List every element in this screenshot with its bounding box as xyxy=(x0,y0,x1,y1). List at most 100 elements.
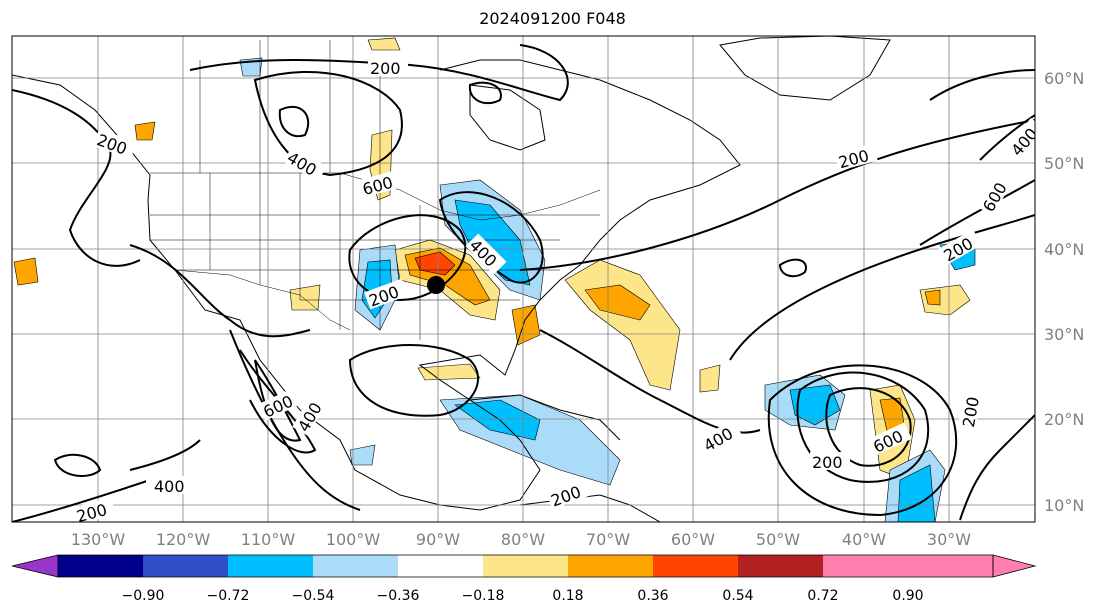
colorbar-swatch xyxy=(483,555,568,577)
coastlines xyxy=(12,36,891,522)
greenland-coastline xyxy=(719,36,891,101)
contour-label: 200 xyxy=(75,500,109,526)
hudson-bay xyxy=(469,84,546,151)
colorbar-outline xyxy=(57,554,994,578)
colorbar-tick: −0.36 xyxy=(377,588,420,604)
contour-200-east xyxy=(519,119,1035,271)
colorbar: −0.90 −0.72 −0.54 −0.36 −0.18 0.18 0.36 … xyxy=(11,554,1037,604)
fill-east-positive-core xyxy=(924,289,941,306)
colorbar-tick: 0.72 xyxy=(807,588,838,604)
colorbar-tick: 0.36 xyxy=(637,588,668,604)
contour-400-hurricane xyxy=(796,371,930,483)
contour-200-east-low xyxy=(959,414,1035,521)
colorbar-tick: 0.90 xyxy=(892,588,923,604)
contour-label: 200 xyxy=(812,453,843,472)
colorbar-tick: −0.72 xyxy=(207,588,250,604)
contour-400-mexico xyxy=(239,349,317,454)
colorbar-swatch xyxy=(313,555,398,577)
fill-westcoast-positive xyxy=(13,257,39,286)
colorbar-swatch xyxy=(58,555,143,577)
lat-label: 40°N xyxy=(1044,240,1084,259)
contour-200-atlantic xyxy=(729,214,1035,361)
south-america-coastline xyxy=(519,494,661,522)
lon-label: 60°W xyxy=(671,530,715,549)
lat-label: 20°N xyxy=(1044,410,1084,429)
fill-small-positive-2 xyxy=(134,121,156,141)
colorbar-tick: −0.18 xyxy=(462,588,505,604)
contour-200-hurricane xyxy=(767,364,958,517)
longitude-labels: 130°W 120°W 110°W 100°W 90°W 80°W 70°W 6… xyxy=(71,530,971,549)
contour-200-west xyxy=(129,244,311,338)
colorbar-swatch xyxy=(823,555,908,577)
colorbar-low-extension xyxy=(11,554,59,578)
fill-small-positive xyxy=(699,364,721,393)
fill-mid-atlantic-negative-core xyxy=(789,384,841,426)
location-marker xyxy=(427,276,445,294)
colorbar-swatch xyxy=(228,555,313,577)
political-borders xyxy=(150,40,601,340)
contour-200-pacific xyxy=(12,89,141,267)
colorbar-swatch xyxy=(908,555,993,577)
colorbar-swatch xyxy=(568,555,653,577)
colorbar-tick: 0.18 xyxy=(552,588,583,604)
contour-loop-south xyxy=(53,453,102,477)
contour-600-hurricane xyxy=(825,387,912,467)
lon-label: 90°W xyxy=(416,530,460,549)
colorbar-tick: −0.54 xyxy=(292,588,335,604)
fill-north-positive xyxy=(367,37,401,51)
us-canada-border xyxy=(150,172,601,221)
colorbar-swatch xyxy=(738,555,823,577)
map-title: 2024091200 F048 xyxy=(479,9,626,28)
fill-florida-positive xyxy=(511,304,541,346)
map-frame xyxy=(11,35,1036,523)
contour-label: 200 xyxy=(370,59,401,78)
colorbar-tick: 0.54 xyxy=(722,588,753,604)
lon-label: 120°W xyxy=(156,530,211,549)
colorbar-tick: −0.90 xyxy=(122,588,165,604)
lat-label: 60°N xyxy=(1044,69,1084,88)
contour-label: 400 xyxy=(154,477,185,496)
contour-400-south xyxy=(129,439,201,471)
lon-label: 130°W xyxy=(71,530,126,549)
contour-small-loop-1 xyxy=(278,105,310,138)
contour-loop-north xyxy=(468,81,502,105)
fill-atlantic-positive-core xyxy=(584,284,651,321)
latitude-labels: 60°N 50°N 40°N 30°N 20°N 10°N xyxy=(1044,69,1084,515)
us-mexico-border xyxy=(174,269,351,331)
lon-label: 70°W xyxy=(586,530,630,549)
colorbar-swatch xyxy=(653,555,738,577)
fill-gulf-positive xyxy=(417,363,481,381)
contour-600-atlantic xyxy=(919,179,1035,246)
lon-label: 30°W xyxy=(927,530,971,549)
caribbean-islands xyxy=(469,394,621,441)
state-lines-2 xyxy=(150,214,600,301)
contour-400-canada xyxy=(253,71,403,177)
lon-label: 110°W xyxy=(241,530,296,549)
lon-label: 40°W xyxy=(842,530,886,549)
contour-200-far-east xyxy=(929,69,1035,101)
lon-label: 80°W xyxy=(501,530,545,549)
lat-label: 30°N xyxy=(1044,325,1084,344)
contour-loop-east xyxy=(778,258,807,278)
contour-200-south xyxy=(12,479,151,522)
lat-label: 50°N xyxy=(1044,154,1084,173)
contour-200-central xyxy=(348,214,467,302)
state-lines-1 xyxy=(209,173,421,340)
contour-lines xyxy=(12,44,1035,522)
lon-label: 50°W xyxy=(756,530,800,549)
colorbar-swatch xyxy=(143,555,228,577)
north-america-coastline xyxy=(12,59,741,511)
fill-east-atlantic-negative-core xyxy=(897,464,936,522)
canada-provinces xyxy=(199,40,381,190)
lon-label: 100°W xyxy=(326,530,381,549)
contour-400-central xyxy=(438,191,544,284)
colorbar-swatch xyxy=(398,555,483,577)
contour-200-mexico xyxy=(229,329,361,511)
fill-small-negative-2 xyxy=(349,444,376,466)
lat-label: 10°N xyxy=(1044,496,1084,515)
contour-400-atlantic xyxy=(979,114,1035,161)
contour-200-north xyxy=(189,44,569,102)
contour-gulf-loop xyxy=(348,344,480,417)
colorbar-high-extension xyxy=(992,554,1037,578)
